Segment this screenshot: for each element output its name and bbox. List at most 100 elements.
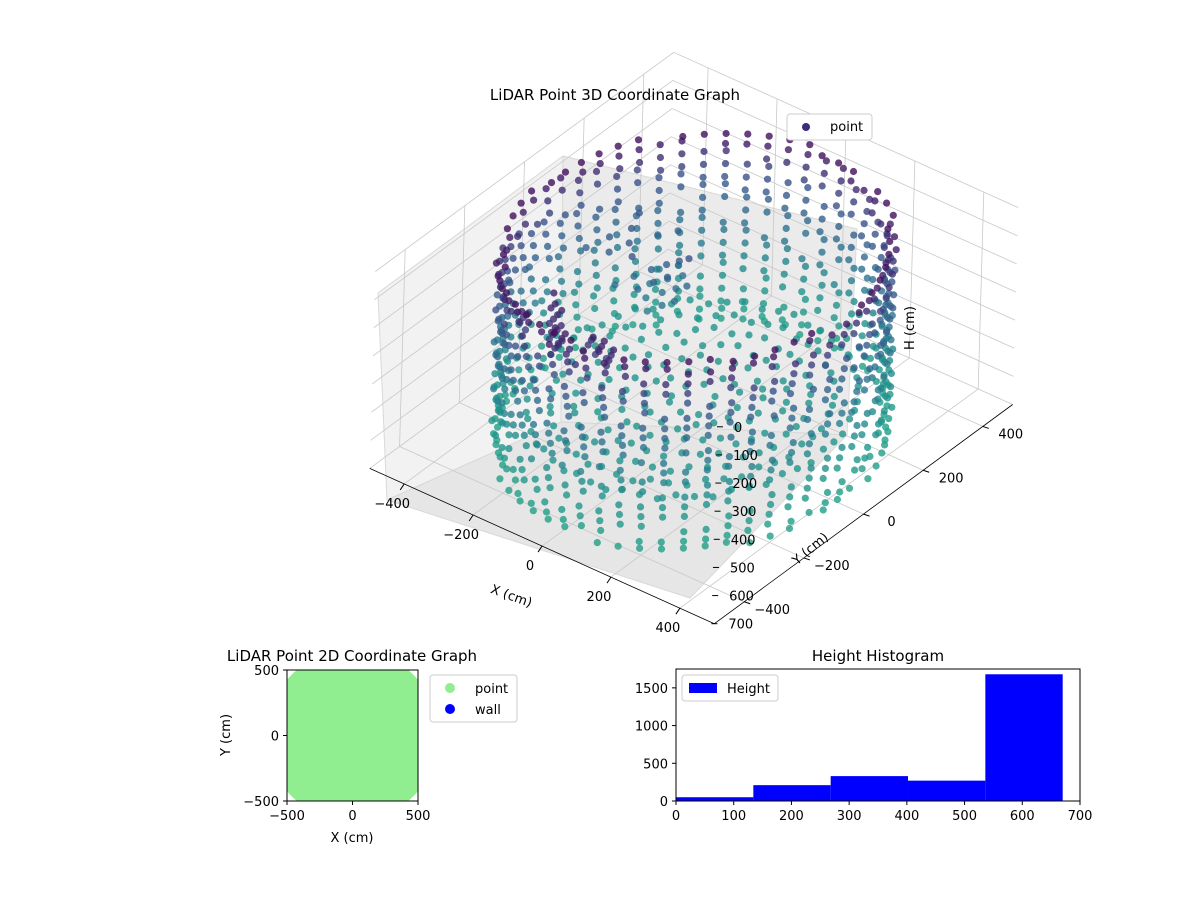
scatter-3d-point [579,487,587,495]
scatter-3d-point [786,350,794,358]
scatter-3d-point [876,316,884,324]
scatter-3d-point [716,434,725,442]
scatter-3d-point [509,376,517,384]
scatter-3d-point [781,204,789,212]
scatter-3d-point [655,174,663,182]
scatter-3d-point [852,186,860,194]
scatter-3d-point [532,386,540,394]
scatter-3d-point [835,256,843,264]
scatter-3d-point [744,364,752,372]
scatter-3d-point [655,265,663,273]
histogram-title: Height Histogram [812,647,944,665]
scatter-3d-point [556,219,564,227]
scatter-3d-point [785,524,794,533]
z-tick-label-3d: 400 [731,533,756,548]
histogram-legend: Height [681,674,779,702]
scatter-3d-point [850,264,858,272]
scatter-3d-point [509,465,517,474]
scatter-3d-point [887,383,895,391]
scatter-3d-point [770,353,778,361]
scatter-3d-point [846,415,854,423]
scatter-3d-point [562,392,570,400]
scatter-3d-point [667,392,676,400]
scatter-3d-point [618,432,626,440]
scatter-3d-point [675,249,683,257]
scatter-3d-point [760,234,769,242]
scatter-3d-point [741,239,749,247]
scatter-3d-point [790,310,798,318]
scatter-3d-point [507,410,515,418]
scatter-3d-point [747,438,755,446]
scatter-3d-point [745,331,753,339]
scatter-3d-point [535,407,544,415]
scatter-3d-point [494,317,502,325]
scatter-3d-point [730,311,738,319]
z-tick-label-3d: 0 [734,421,742,436]
scatter-3d-point [593,180,602,188]
scatter-3d-point [818,248,826,256]
y-tick-3d [863,513,870,517]
scatter-3d-point [594,358,602,366]
scatter-3d-point [805,474,813,482]
scatter-3d-point [589,333,597,341]
scatter-3d-point [635,209,643,217]
scatter-3d-point [505,486,513,494]
x-axis-label-2d: X (cm) [331,831,374,846]
scatter-3d-point [514,232,522,240]
scatter-3d-point [550,422,558,430]
scatter-3d-point [878,449,886,457]
scatter-3d-point [720,475,728,483]
scatter-3d-point [503,375,511,384]
grid-line [771,98,778,296]
y-tick-label-3d: −200 [814,559,850,574]
scatter-3d-point [702,500,711,509]
scatter-3d-point [545,385,553,393]
scatter-3d-point [807,459,815,467]
scatter-3d-point [650,278,658,286]
scatter-3d-point [567,336,575,344]
scatter-3d-point [719,218,727,226]
scatter-3d-point [521,326,530,334]
scatter-3d-point [885,283,893,291]
scatter-3d-point [868,242,877,250]
scatter-3d-point [767,466,775,474]
scatter-3d-point [663,261,671,269]
scatter-3d-point [734,342,742,350]
histogram-ticks: 0 100 200 300 400 500 600 700 0 500 1000 1500 [635,682,1093,824]
scatter-3d-point [621,344,629,352]
scatter-3d-point [843,354,851,362]
scatter-3d-point [704,431,712,439]
scatter-3d-point [722,129,730,138]
scatter-3d-point [819,474,827,483]
scatter-3d-point [809,351,818,359]
scatter-3d-point [782,257,790,265]
scatter-3d-point [718,284,726,292]
scatter-3d-point [542,276,550,284]
scatter-3d-point [648,463,657,471]
scatter-3d-point [577,376,585,384]
scatter-3d-point [662,381,670,389]
scatter-3d-point [744,526,752,535]
y-tick-3d [744,601,751,605]
scatter-3d-point [845,256,853,264]
scatter-3d-point [563,402,571,410]
scatter-3d-point [492,259,500,267]
scatter-3d-point [744,130,752,138]
scatter-3d-point [622,323,630,331]
scatter-3d-point [616,466,624,474]
scatter-3d-point [598,384,606,392]
scatter-3d-point [784,146,793,154]
scatter-3d-point [597,526,605,535]
scatter-3d-point [784,503,792,511]
scatter-3d-point [806,337,814,345]
scatter-3d-point [888,270,897,278]
scatter-3d-point [746,507,754,515]
scatter-3d-point [678,163,686,171]
scatter-3d-point [578,477,586,485]
scatter-3d-point [563,491,571,499]
scatter-3d-point [778,316,786,324]
scatter-3d-point [741,298,749,306]
scatter-3d-point [491,370,499,378]
scatter-3d-point [562,350,570,358]
scatter-3d-point [761,254,769,262]
